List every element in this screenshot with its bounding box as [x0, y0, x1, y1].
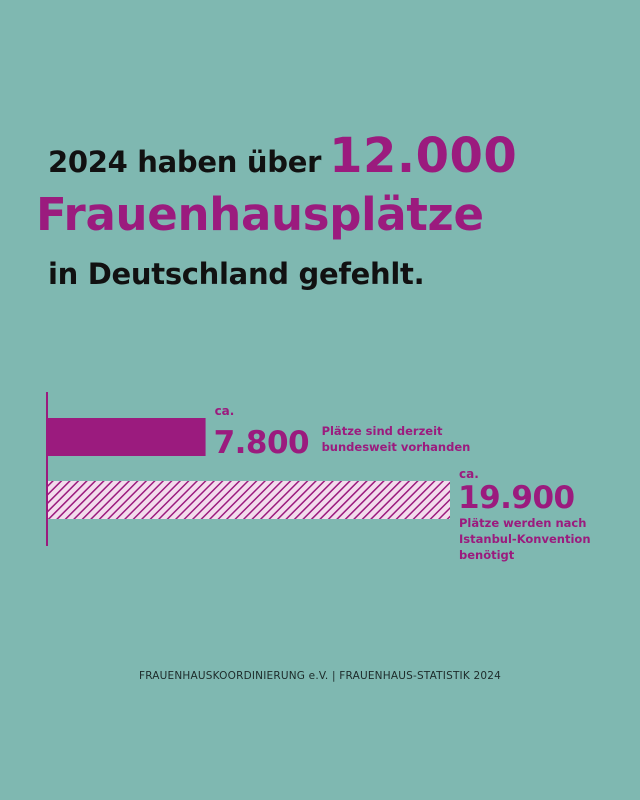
bar-2-description-line-3: benötigt: [459, 548, 515, 562]
headline-line-1: 2024 haben über 12.000: [48, 128, 517, 184]
bar-1-prefix: ca.: [215, 404, 235, 418]
bar-1: [48, 418, 206, 456]
bar-2-description-line-2: Istanbul-Konvention: [459, 532, 591, 546]
headline-line-3: in Deutschland gefehlt.: [48, 257, 425, 291]
bar-1-description-line-2: bundesweit vorhanden: [322, 440, 471, 454]
headline-intro-text: 2024 haben über: [48, 145, 322, 179]
headline-line-2: Frauenhausplätze: [36, 188, 484, 241]
footer-source: FRAUENHAUSKOORDINIERUNG e.V. | FRAUENHAU…: [138, 670, 502, 682]
bar-chart: ca. 7.800 Plätze sind derzeit bundesweit vo…: [46, 392, 591, 562]
headline-highlight-number: 12.000: [329, 128, 518, 184]
bar-2-prefix: ca.: [459, 467, 479, 481]
bar-1-description-line-1: Plätze sind derzeit: [322, 424, 443, 438]
bar-2-value-label: 19.900: [458, 480, 575, 516]
bar-2: [48, 481, 450, 519]
bar-1-value-label: 7.800: [214, 425, 310, 461]
bar-2-description-line-1: Plätze werden nach: [459, 516, 586, 530]
